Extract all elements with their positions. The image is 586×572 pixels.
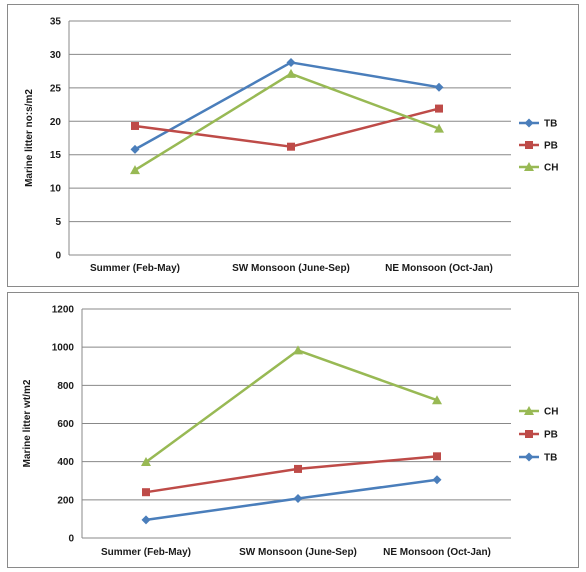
weight-legend-label-tb: TB bbox=[544, 453, 557, 464]
weight-data-point-ch bbox=[432, 395, 442, 405]
count-y-tick-label: 35 bbox=[50, 17, 62, 28]
count-y-tick-label: 30 bbox=[50, 50, 62, 61]
weight-y-tick-label: 600 bbox=[57, 419, 74, 430]
count-data-point-tb bbox=[130, 144, 140, 154]
count-data-point-pb bbox=[131, 121, 139, 130]
weight-legend-marker-pb bbox=[525, 430, 533, 438]
count-y-tick-label: 25 bbox=[50, 83, 62, 94]
weight-data-point-pb bbox=[294, 464, 302, 473]
count-data-point-ch bbox=[434, 123, 444, 133]
weight-x-category-label: NE Monsoon (Oct-Jan) bbox=[383, 547, 491, 558]
weight-legend-marker-ch bbox=[524, 406, 534, 415]
weight-y-tick-label: 0 bbox=[68, 534, 74, 545]
count-data-point-tb bbox=[434, 82, 444, 92]
weight-legend-label-pb: PB bbox=[544, 430, 558, 441]
chart-panel-litter-count: 0 5 10 15 20 25 30 35 Marine litter no:s/m2 Summe… bbox=[7, 4, 579, 287]
chart-litter-count: 0 5 10 15 20 25 30 35 Marine litter no:s/m2 Summe… bbox=[24, 17, 558, 275]
count-data-point-pb bbox=[287, 142, 295, 151]
chart-litter-weight: 0 200 400 600 800 1000 1200 Marine litter wt/m2… bbox=[22, 305, 558, 559]
count-legend-label-pb: PB bbox=[544, 141, 558, 152]
count-y-tick-label: 0 bbox=[55, 251, 61, 262]
count-data-point-pb bbox=[435, 104, 443, 113]
weight-y-tick-label: 400 bbox=[57, 457, 74, 468]
weight-data-point-pb bbox=[142, 488, 150, 497]
count-legend-label-ch: CH bbox=[544, 163, 558, 174]
count-y-tick-label: 5 bbox=[55, 217, 61, 228]
weight-data-point-tb bbox=[432, 475, 442, 485]
count-data-point-ch bbox=[130, 165, 140, 175]
count-data-point-ch bbox=[286, 68, 296, 78]
chart-panel-litter-weight: 0 200 400 600 800 1000 1200 Marine litter wt/m2… bbox=[7, 292, 579, 568]
count-y-tick-label: 20 bbox=[50, 117, 62, 128]
weight-x-category-label: SW Monsoon (June-Sep) bbox=[239, 547, 357, 558]
weight-legend-marker-tb bbox=[524, 452, 534, 462]
weight-y-tick-label: 1200 bbox=[52, 305, 75, 316]
weight-y-axis-label: Marine litter wt/m2 bbox=[22, 379, 33, 467]
weight-series-line-ch bbox=[145, 349, 438, 464]
weight-legend-label-ch: CH bbox=[544, 407, 558, 418]
count-x-category-label: SW Monsoon (June-Sep) bbox=[232, 263, 350, 274]
count-y-axis-label: Marine litter no:s/m2 bbox=[24, 89, 35, 187]
count-legend-marker-pb bbox=[525, 141, 533, 149]
count-y-tick-label: 10 bbox=[50, 184, 62, 195]
weight-data-point-tb bbox=[141, 515, 151, 525]
count-data-point-tb bbox=[286, 57, 296, 67]
count-legend-marker-ch bbox=[524, 162, 534, 171]
weight-x-category-label: Summer (Feb-May) bbox=[101, 547, 191, 558]
weight-data-point-pb bbox=[433, 452, 441, 461]
weight-y-tick-label: 800 bbox=[57, 381, 74, 392]
count-x-category-label: Summer (Feb-May) bbox=[90, 263, 180, 274]
weight-data-point-ch bbox=[141, 457, 151, 467]
count-legend-marker-tb bbox=[524, 118, 534, 128]
weight-data-point-tb bbox=[293, 493, 303, 503]
weight-y-tick-label: 200 bbox=[57, 495, 74, 506]
count-legend-label-tb: TB bbox=[544, 119, 557, 130]
count-y-tick-label: 15 bbox=[50, 150, 62, 161]
weight-y-tick-label: 1000 bbox=[52, 343, 75, 354]
weight-data-point-ch bbox=[293, 345, 303, 355]
count-x-category-label: NE Monsoon (Oct-Jan) bbox=[385, 263, 493, 274]
